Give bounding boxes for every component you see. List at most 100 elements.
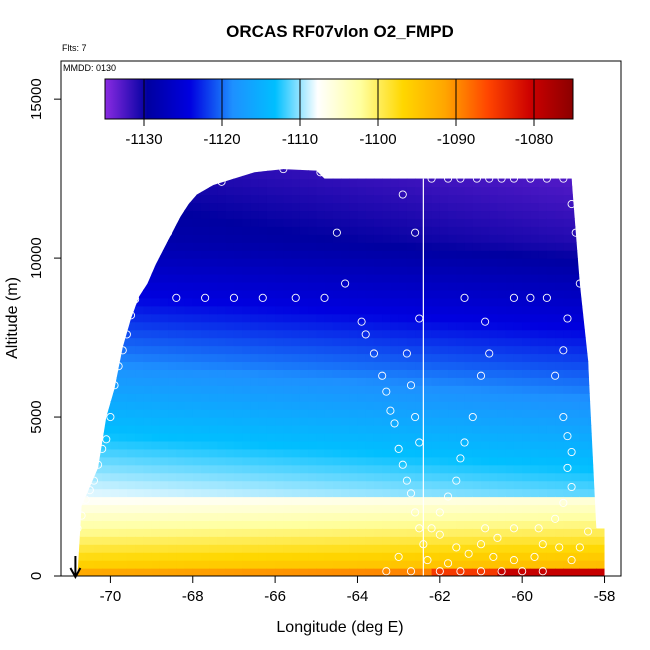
heatmap-cell: [332, 536, 342, 545]
heatmap-cell: [382, 488, 392, 498]
heatmap-cell: [308, 281, 317, 291]
observation-point: [110, 381, 119, 390]
heatmap-cell: [406, 218, 416, 227]
heatmap-cell: [415, 353, 424, 363]
heatmap-cell: [184, 234, 194, 243]
heatmap-cell: [357, 440, 367, 450]
heatmap-cell: [555, 512, 564, 521]
heatmap-cell: [85, 504, 95, 514]
heatmap-cell: [291, 369, 301, 378]
heatmap-cell: [85, 329, 95, 339]
heatmap-cell: [299, 258, 309, 267]
heatmap-cell: [423, 488, 433, 498]
heatmap-cell: [464, 321, 474, 331]
heatmap-cell: [316, 560, 326, 569]
heatmap-cell: [176, 520, 186, 529]
heatmap-cell: [472, 512, 482, 521]
heatmap-cell: [481, 226, 490, 235]
heatmap-cell: [250, 377, 260, 386]
heatmap-cell: [168, 242, 177, 251]
heatmap-cell: [135, 512, 144, 521]
heatmap-cell: [135, 361, 144, 370]
heatmap-cell: [481, 512, 490, 521]
heatmap-cell: [209, 329, 219, 339]
heatmap-cell: [481, 409, 490, 418]
heatmap-cell: [489, 258, 499, 267]
heatmap-cell: [546, 456, 556, 466]
heatmap-cell: [588, 170, 597, 180]
heatmap-cell: [126, 409, 136, 418]
heatmap-cell: [332, 226, 342, 235]
heatmap-cell: [398, 170, 408, 180]
heatmap-cell: [291, 385, 301, 394]
heatmap-cell: [324, 369, 334, 378]
heatmap-cell: [406, 234, 416, 243]
heatmap-cell: [93, 385, 103, 394]
heatmap-cell: [184, 218, 194, 227]
heatmap-cell: [159, 528, 169, 537]
heatmap-cell: [217, 401, 227, 410]
heatmap-cell: [93, 345, 103, 355]
heatmap-cell: [184, 353, 194, 363]
heatmap-cell: [184, 266, 194, 275]
heatmap-cell: [275, 178, 284, 188]
heatmap-cell: [497, 250, 507, 259]
heatmap-cell: [431, 226, 441, 235]
heatmap-cell: [489, 250, 499, 259]
heatmap-cell: [299, 504, 309, 514]
heatmap-cell: [571, 250, 581, 259]
observation-point: [406, 381, 416, 390]
heatmap-cell: [299, 369, 309, 378]
heatmap-cell: [176, 281, 186, 291]
heatmap-cell: [472, 305, 482, 315]
heatmap-cell: [390, 169, 400, 172]
heatmap-cell: [579, 568, 589, 576]
heatmap-cell: [308, 377, 317, 386]
heatmap-cell: [538, 345, 548, 355]
heatmap-cell: [85, 393, 95, 402]
heatmap-cell: [102, 218, 112, 227]
heatmap-cell: [439, 417, 449, 426]
heatmap-cell: [341, 353, 350, 363]
heatmap-cell: [546, 169, 556, 172]
heatmap-cell: [341, 178, 350, 188]
heatmap-cell: [209, 321, 219, 331]
heatmap-cell: [588, 504, 597, 514]
heatmap-cell: [316, 281, 326, 291]
heatmap-cell: [176, 456, 186, 466]
heatmap-cell: [423, 337, 433, 347]
heatmap-cell: [439, 242, 449, 251]
heatmap-cell: [530, 440, 540, 450]
heatmap-cell: [481, 321, 490, 331]
heatmap-cell: [242, 194, 252, 204]
heatmap-cell: [233, 250, 243, 259]
heatmap-cell: [588, 528, 597, 537]
heatmap-cell: [423, 210, 433, 219]
heatmap-cell: [168, 313, 177, 323]
heatmap-cell: [398, 512, 408, 521]
heatmap-cell: [398, 401, 408, 410]
heatmap-cell: [118, 369, 128, 378]
heatmap-cell: [61, 163, 70, 172]
heatmap-cell: [555, 369, 564, 378]
heatmap-cell: [242, 401, 252, 410]
heatmap-cell: [555, 385, 564, 394]
observation-point: [172, 293, 181, 302]
heatmap-cell: [538, 313, 548, 323]
heatmap-cell: [184, 528, 194, 537]
heatmap-cell: [398, 321, 408, 331]
heatmap-cell: [555, 536, 564, 545]
heatmap-cell: [563, 385, 573, 394]
heatmap-cell: [423, 432, 433, 442]
heatmap-cell: [415, 401, 424, 410]
heatmap-cell: [159, 552, 169, 561]
heatmap-cell: [242, 560, 252, 569]
heatmap-cell: [431, 250, 441, 259]
heatmap-cell: [135, 218, 144, 227]
heatmap-cell: [530, 496, 540, 506]
heatmap-cell: [77, 472, 87, 482]
heatmap-cell: [242, 218, 252, 227]
heatmap-cell: [373, 250, 383, 259]
heatmap-cell: [61, 266, 70, 275]
heatmap-cell: [233, 186, 243, 196]
